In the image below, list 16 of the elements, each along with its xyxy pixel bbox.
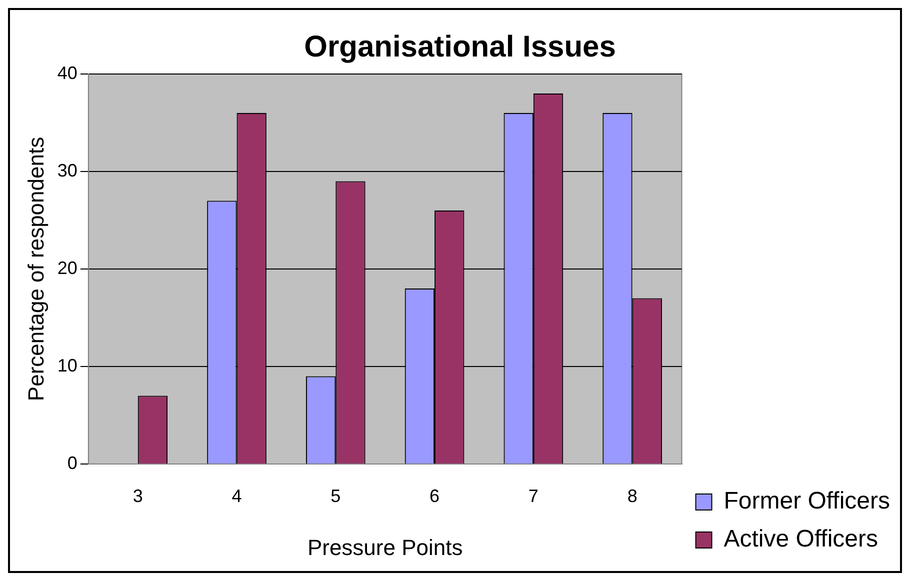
x-tick-label: 6 — [430, 486, 440, 506]
y-tick-label: 10 — [57, 355, 78, 376]
y-tick-label: 20 — [57, 258, 78, 278]
x-tick-label: 3 — [132, 486, 143, 506]
x-tick-label: 8 — [627, 486, 638, 506]
chart-title: Organisational Issues — [304, 30, 616, 64]
x-tick-label: 5 — [330, 486, 341, 506]
legend-label: Active Officers — [724, 526, 878, 553]
y-tick-label: 40 — [57, 62, 78, 83]
x-tick-label: 7 — [528, 486, 538, 506]
y-axis-title: Percentage of respondents — [23, 136, 48, 402]
legend-label: Former Officers — [724, 488, 890, 515]
x-tick-label: 4 — [232, 486, 242, 506]
y-tick-label: 30 — [57, 160, 78, 180]
y-tick-label: 0 — [67, 452, 78, 473]
x-axis-title: Pressure Points — [307, 534, 463, 560]
